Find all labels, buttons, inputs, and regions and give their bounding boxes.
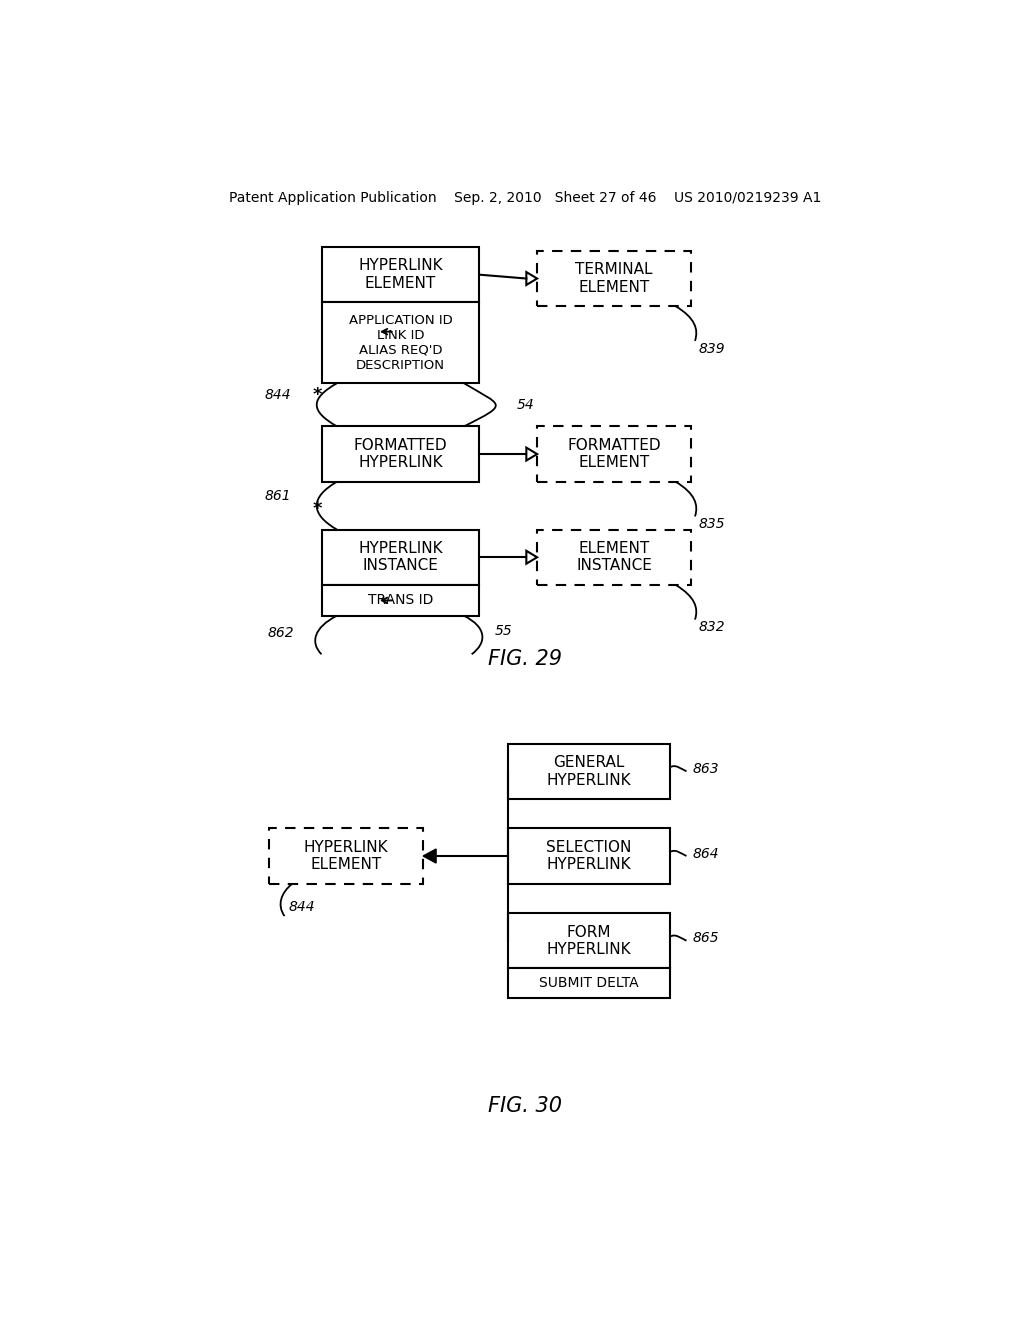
Text: 55: 55: [495, 624, 513, 638]
Bar: [508, 969, 670, 998]
Text: 861: 861: [264, 488, 291, 503]
Text: 864: 864: [692, 846, 719, 861]
Bar: [538, 426, 691, 482]
Text: 863: 863: [692, 762, 719, 776]
Text: FIG. 29: FIG. 29: [487, 649, 562, 669]
Text: 844: 844: [264, 388, 291, 401]
Text: 839: 839: [698, 342, 725, 355]
Bar: [322, 426, 479, 482]
Text: TERMINAL
ELEMENT: TERMINAL ELEMENT: [575, 263, 653, 294]
Bar: [322, 529, 479, 585]
Text: HYPERLINK
ELEMENT: HYPERLINK ELEMENT: [304, 840, 388, 873]
Bar: [269, 829, 423, 884]
Bar: [508, 913, 670, 969]
Text: HYPERLINK
ELEMENT: HYPERLINK ELEMENT: [358, 259, 442, 290]
Text: 865: 865: [692, 932, 719, 945]
Text: FORMATTED
HYPERLINK: FORMATTED HYPERLINK: [353, 438, 447, 470]
Text: 54: 54: [516, 397, 535, 412]
Bar: [322, 302, 479, 383]
Text: *: *: [312, 385, 322, 404]
Text: HYPERLINK
INSTANCE: HYPERLINK INSTANCE: [358, 541, 442, 573]
Text: TRANS ID: TRANS ID: [368, 594, 433, 607]
Text: *: *: [312, 500, 322, 517]
Text: ELEMENT
INSTANCE: ELEMENT INSTANCE: [577, 541, 652, 573]
Text: 862: 862: [268, 626, 295, 640]
Text: APPLICATION ID
LINK ID
ALIAS REQ'D
DESCRIPTION: APPLICATION ID LINK ID ALIAS REQ'D DESCR…: [348, 314, 453, 372]
Text: FORM
HYPERLINK: FORM HYPERLINK: [547, 924, 631, 957]
Bar: [322, 585, 479, 615]
Text: 844: 844: [289, 900, 315, 913]
Text: Patent Application Publication    Sep. 2, 2010   Sheet 27 of 46    US 2010/02192: Patent Application Publication Sep. 2, 2…: [228, 191, 821, 206]
Text: 835: 835: [698, 517, 725, 531]
Bar: [322, 247, 479, 302]
Bar: [508, 743, 670, 799]
Text: 832: 832: [698, 620, 725, 635]
Text: GENERAL
HYPERLINK: GENERAL HYPERLINK: [547, 755, 631, 788]
Text: SUBMIT DELTA: SUBMIT DELTA: [539, 975, 639, 990]
Text: FIG. 30: FIG. 30: [487, 1096, 562, 1115]
Bar: [538, 251, 691, 306]
Polygon shape: [423, 849, 436, 863]
Bar: [508, 829, 670, 884]
Bar: [538, 529, 691, 585]
Text: SELECTION
HYPERLINK: SELECTION HYPERLINK: [546, 840, 632, 873]
Text: FORMATTED
ELEMENT: FORMATTED ELEMENT: [567, 438, 660, 470]
